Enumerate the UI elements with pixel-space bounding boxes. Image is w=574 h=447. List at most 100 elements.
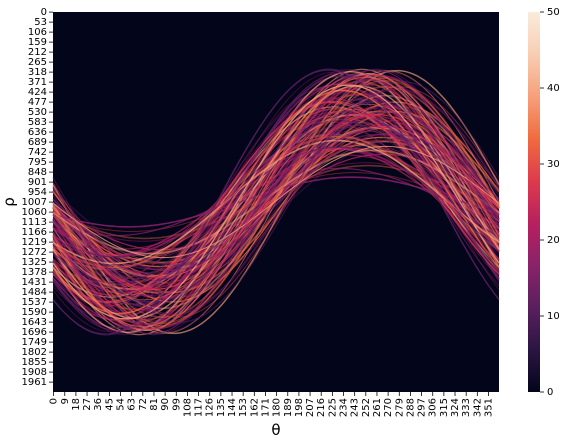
y-tick-label: 901 <box>28 177 47 188</box>
x-tick-label: 54 <box>116 398 127 411</box>
x-tick-label: 252 <box>361 398 372 417</box>
y-tick-label: 530 <box>28 107 47 118</box>
hough-curve <box>52 111 500 293</box>
x-tick-label: 297 <box>417 398 428 417</box>
y-tick-label: 1855 <box>22 357 47 368</box>
y-axis: 0531061592122653183714244775305836366897… <box>22 7 53 388</box>
y-tick-label: 1590 <box>22 307 47 318</box>
x-axis-label: θ <box>271 421 280 439</box>
y-tick-label: 1643 <box>22 317 47 328</box>
hough-curve <box>52 79 500 325</box>
hough-curves <box>52 68 500 336</box>
y-tick-label: 848 <box>28 167 47 178</box>
x-tick-label: 9 <box>60 398 71 404</box>
hough-curve <box>52 103 500 301</box>
x-tick-label: 324 <box>450 398 461 417</box>
y-tick-label: 318 <box>28 67 47 78</box>
hough-curve <box>52 120 500 284</box>
hough-curve <box>52 76 500 328</box>
y-tick-label: 0 <box>41 7 47 18</box>
hough-curve <box>52 73 500 331</box>
x-tick-label: 117 <box>194 398 205 417</box>
y-tick-label: 1802 <box>22 347 47 358</box>
x-tick-label: 306 <box>428 398 439 417</box>
hough-curve <box>52 146 500 258</box>
y-tick-label: 371 <box>28 77 47 88</box>
x-tick-label: 18 <box>71 398 82 411</box>
hough-curve <box>52 84 500 320</box>
y-tick-label: 1484 <box>22 287 47 298</box>
y-tick-label: 1749 <box>22 337 47 348</box>
y-tick-label: 159 <box>28 37 47 48</box>
x-tick-label: 27 <box>82 398 93 411</box>
hough-curve <box>52 139 500 265</box>
x-tick-label: 108 <box>182 398 193 417</box>
x-tick-label: 225 <box>327 398 338 417</box>
x-tick-label: 198 <box>294 398 305 417</box>
hough-curve <box>52 114 500 290</box>
y-tick-label: 1325 <box>22 257 47 268</box>
hough-curve <box>52 135 500 269</box>
y-axis-label: ρ <box>0 197 18 207</box>
x-tick-label: 342 <box>472 398 483 417</box>
x-tick-label: 162 <box>249 398 260 417</box>
x-tick-label: 189 <box>283 398 294 417</box>
y-tick-label: 1166 <box>22 227 47 238</box>
y-tick-label: 1060 <box>22 207 47 218</box>
hough-curve <box>52 138 500 266</box>
y-tick-label: 954 <box>28 187 47 198</box>
x-tick-label: 126 <box>205 398 216 417</box>
x-tick-label: 135 <box>216 398 227 417</box>
y-tick-label: 212 <box>28 47 47 58</box>
y-tick-label: 742 <box>28 147 47 158</box>
hough-curve <box>52 86 500 318</box>
x-tick-label: 81 <box>149 398 160 411</box>
x-tick-label: 315 <box>439 398 450 417</box>
x-tick-label: 279 <box>394 398 405 417</box>
hough-curve <box>52 110 500 294</box>
y-tick-label: 1537 <box>22 297 47 308</box>
hough-curve <box>52 130 500 274</box>
x-tick-label: 99 <box>171 398 182 411</box>
colorbar-tick-label: 10 <box>547 311 560 322</box>
x-tick-label: 144 <box>227 398 238 417</box>
y-tick-label: 1113 <box>22 217 47 228</box>
y-tick-label: 1696 <box>22 327 47 338</box>
x-tick-label: 243 <box>350 398 361 417</box>
y-tick-label: 424 <box>28 87 47 98</box>
hough-curve <box>52 167 500 237</box>
x-tick-label: 90 <box>160 398 171 411</box>
y-tick-label: 1431 <box>22 277 47 288</box>
hough-curve <box>52 86 500 318</box>
x-tick-label: 261 <box>372 398 383 417</box>
hough-curve <box>52 79 500 325</box>
colorbar-tick-label: 40 <box>547 83 560 94</box>
colorbar-tick-label: 0 <box>547 387 553 398</box>
hough-curve <box>52 145 500 259</box>
hough-curve <box>52 88 500 316</box>
y-tick-label: 265 <box>28 57 47 68</box>
x-tick-label: 333 <box>461 398 472 417</box>
y-tick-label: 1007 <box>22 197 47 208</box>
colorbar-tick-label: 30 <box>547 159 560 170</box>
hough-curve <box>52 136 500 268</box>
x-tick-label: 234 <box>339 398 350 417</box>
hough-curve <box>52 80 500 324</box>
y-tick-label: 106 <box>28 27 47 38</box>
y-tick-label: 1272 <box>22 247 47 258</box>
y-tick-label: 53 <box>34 17 47 28</box>
x-tick-label: 36 <box>93 398 104 411</box>
y-tick-label: 689 <box>28 137 47 148</box>
hough-curve <box>52 85 500 319</box>
hough-curve <box>52 72 500 332</box>
y-tick-label: 636 <box>28 127 47 138</box>
hough-curve <box>52 113 500 291</box>
y-tick-label: 795 <box>28 157 47 168</box>
x-tick-label: 153 <box>238 398 249 417</box>
y-tick-label: 1378 <box>22 267 47 278</box>
x-axis: 0 9 18 27 36 45 54 63 72 81 90 99 108 117 126 135 144 153… <box>49 392 495 417</box>
x-tick-label: 45 <box>104 398 115 411</box>
hough-curve <box>52 107 500 297</box>
x-tick-label: 288 <box>405 398 416 417</box>
